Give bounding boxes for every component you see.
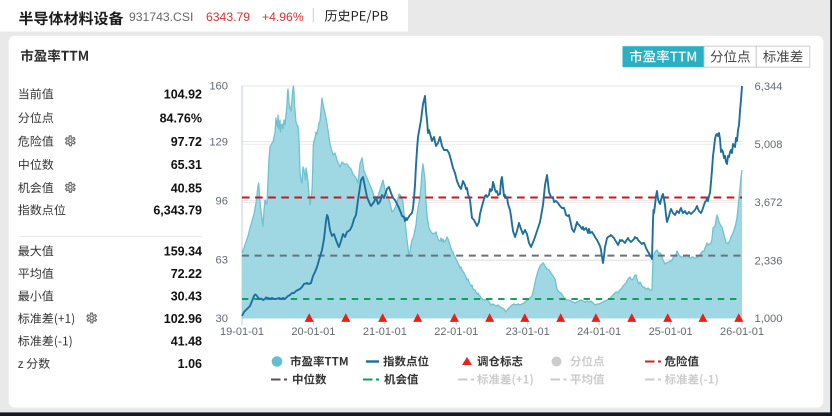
svg-text:6343.79: 6343.79: [206, 10, 250, 24]
svg-text:96: 96: [216, 195, 228, 207]
svg-text:1.06: 1.06: [178, 357, 202, 371]
svg-text:21-01-01: 21-01-01: [363, 326, 407, 338]
svg-text:5,008: 5,008: [755, 139, 783, 151]
svg-text:102.96: 102.96: [164, 312, 202, 326]
svg-text:72.22: 72.22: [171, 267, 202, 281]
svg-text:40.85: 40.85: [171, 181, 202, 195]
svg-text:160: 160: [209, 81, 228, 93]
svg-text:104.92: 104.92: [164, 88, 202, 102]
svg-text:129: 129: [209, 136, 228, 148]
svg-text:1,000: 1,000: [755, 313, 783, 325]
svg-text:3,672: 3,672: [755, 197, 783, 209]
svg-text:931743.CSI: 931743.CSI: [129, 10, 193, 24]
svg-text:22-01-01: 22-01-01: [434, 326, 478, 338]
svg-text:30.43: 30.43: [171, 290, 202, 304]
svg-text:25-01-01: 25-01-01: [649, 326, 693, 338]
svg-text:23-01-01: 23-01-01: [506, 326, 550, 338]
svg-text:65.31: 65.31: [171, 158, 202, 172]
svg-text:+4.96%: +4.96%: [262, 10, 304, 24]
svg-text:6,343.79: 6,343.79: [153, 204, 202, 218]
svg-text:30: 30: [216, 313, 228, 325]
svg-text:41.48: 41.48: [171, 335, 202, 349]
svg-text:24-01-01: 24-01-01: [577, 326, 621, 338]
svg-text:26-01-01: 26-01-01: [720, 326, 764, 338]
svg-text:159.34: 159.34: [164, 245, 202, 259]
svg-text:6,344: 6,344: [755, 81, 783, 93]
svg-text:19-01-01: 19-01-01: [220, 326, 264, 338]
svg-text:97.72: 97.72: [171, 135, 202, 149]
svg-text:84.76%: 84.76%: [160, 111, 202, 125]
svg-text:20-01-01: 20-01-01: [291, 326, 335, 338]
svg-text:63: 63: [216, 255, 228, 267]
svg-text:2,336: 2,336: [755, 255, 783, 267]
